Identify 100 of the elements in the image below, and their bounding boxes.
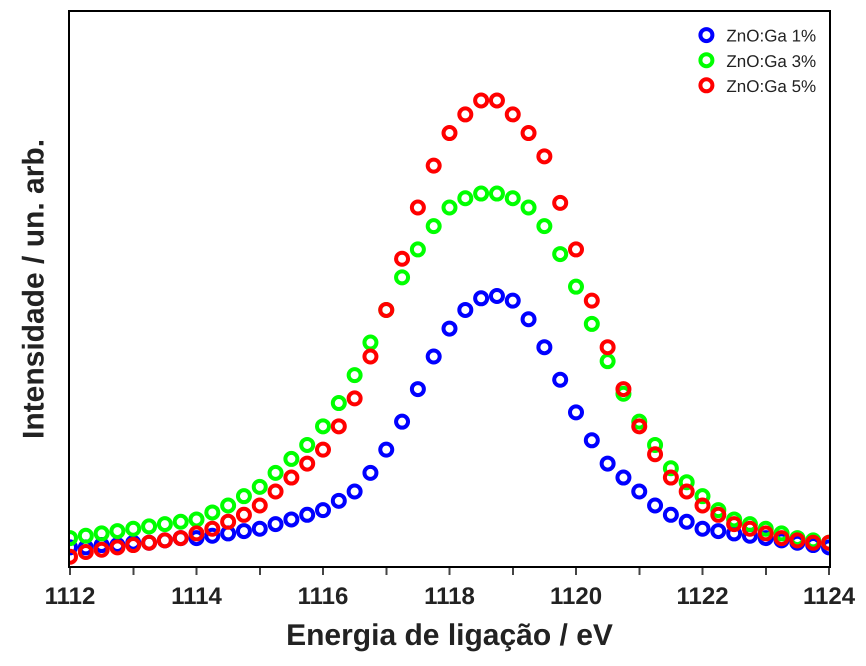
point (473, 290, 490, 306)
point (172, 514, 189, 530)
point (647, 446, 664, 462)
point (584, 292, 600, 309)
point (156, 516, 173, 532)
point (362, 334, 378, 351)
point (346, 367, 363, 384)
point (615, 381, 632, 398)
point (268, 516, 284, 532)
point (726, 516, 742, 532)
point (252, 478, 268, 495)
point (394, 414, 410, 430)
point (236, 506, 252, 523)
point (600, 339, 616, 356)
point (552, 246, 568, 262)
x-tick-label: 1124 (802, 582, 856, 610)
point (615, 470, 632, 486)
point (330, 492, 347, 509)
point (631, 484, 648, 500)
point (488, 186, 505, 202)
point (394, 250, 410, 267)
point (315, 418, 331, 434)
point (520, 311, 537, 328)
legend-label: ZnO:Ga 1% (726, 26, 816, 46)
point (662, 470, 679, 486)
point (520, 200, 537, 216)
point (504, 106, 521, 122)
point (536, 339, 552, 356)
point (473, 92, 490, 108)
point (299, 456, 316, 472)
point (694, 497, 710, 514)
point (600, 353, 616, 370)
point (330, 418, 347, 434)
point (362, 348, 378, 364)
x-tick-label: 1120 (550, 582, 602, 610)
point (299, 506, 316, 523)
point (252, 520, 268, 537)
point (141, 518, 158, 534)
point (252, 497, 268, 514)
point (299, 436, 316, 453)
point (94, 542, 110, 558)
x-tick-label: 1116 (298, 582, 348, 610)
point (710, 506, 726, 523)
point (283, 511, 300, 528)
point (584, 432, 600, 448)
point (457, 302, 474, 318)
point (631, 418, 648, 434)
point (742, 520, 758, 537)
point (678, 514, 695, 530)
point (94, 525, 110, 542)
point (536, 218, 552, 234)
point (552, 194, 568, 211)
legend-label: ZnO:Ga 3% (726, 52, 816, 71)
point (504, 292, 521, 309)
point (473, 186, 490, 202)
point (426, 158, 442, 174)
point (220, 497, 236, 514)
point (647, 497, 664, 514)
point (410, 381, 426, 398)
point (410, 200, 426, 216)
point (268, 464, 284, 481)
point (442, 200, 458, 216)
point (694, 520, 710, 537)
point (410, 241, 426, 258)
legend-label: ZnO:Ga 5% (726, 76, 816, 96)
point (678, 484, 695, 500)
point (125, 520, 142, 537)
y-axis-title: Intensidade / un. arb. (18, 138, 50, 440)
point (662, 506, 679, 523)
x-axis-title: Energia de ligação / eV (286, 618, 613, 652)
point (394, 269, 410, 286)
point (188, 511, 204, 528)
point (283, 470, 300, 486)
point (268, 484, 284, 500)
point (600, 456, 616, 472)
point (236, 488, 252, 504)
point (236, 523, 252, 540)
point (426, 348, 442, 364)
point (315, 442, 331, 458)
point (758, 525, 774, 542)
x-tick-label: 1112 (44, 582, 96, 610)
point (568, 278, 584, 295)
point (488, 288, 505, 304)
point (109, 523, 126, 540)
point (346, 390, 363, 406)
x-tick-label: 1122 (676, 582, 729, 610)
point (520, 125, 537, 142)
point (346, 484, 363, 500)
point (378, 442, 394, 458)
point (552, 372, 568, 388)
point (330, 395, 347, 412)
point (442, 320, 458, 337)
point (426, 218, 442, 234)
point (457, 106, 474, 122)
point (78, 528, 94, 544)
point (568, 404, 584, 420)
x-tick-label: 1118 (424, 582, 475, 610)
point (204, 520, 220, 537)
point (442, 125, 458, 142)
point (710, 523, 726, 540)
